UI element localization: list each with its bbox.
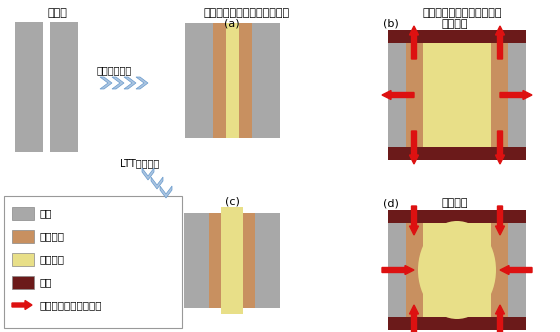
Polygon shape [112,77,124,89]
Bar [388,223,406,317]
Bar [239,23,251,138]
Text: 剛体: 剛体 [40,277,53,287]
FancyArrow shape [382,91,414,100]
Bar [255,213,280,308]
Bar [226,23,239,138]
FancyArrow shape [496,131,505,164]
FancyArrow shape [496,206,505,235]
Bar [15,22,43,152]
Text: 一般溶接材料: 一般溶接材料 [97,65,132,75]
Bar [12,276,34,289]
Bar [243,213,255,308]
Text: 圧縮応力: 圧縮応力 [442,198,468,208]
Bar [12,230,34,243]
Text: 溶接前: 溶接前 [47,8,67,18]
Bar [12,253,34,266]
Bar [406,223,423,317]
Polygon shape [136,77,148,89]
Bar [4,196,182,328]
Bar [388,210,526,223]
Bar [406,43,423,147]
Bar [209,213,221,308]
FancyArrow shape [500,91,532,100]
Bar [251,23,279,138]
Text: 溶接金属: 溶接金属 [40,254,65,264]
Ellipse shape [418,221,496,319]
Bar [508,43,526,147]
Text: 溶接後（自由な変形を仮定）: 溶接後（自由な変形を仮定） [204,8,290,18]
Bar [388,43,406,147]
Polygon shape [151,177,163,189]
Text: LTT溶接材料: LTT溶接材料 [120,158,159,168]
Bar [423,223,491,317]
Bar [221,207,243,314]
FancyArrow shape [409,26,418,59]
FancyArrow shape [12,300,32,309]
Bar [423,43,491,147]
Bar [184,213,209,308]
Polygon shape [124,77,136,89]
FancyArrow shape [409,131,418,164]
Bar [212,23,226,138]
Text: (d): (d) [383,198,399,208]
Polygon shape [142,168,154,180]
Bar [184,23,212,138]
Text: (a): (a) [224,19,240,29]
Bar [50,22,78,152]
Bar [388,317,526,330]
Text: (b): (b) [383,19,399,29]
FancyArrow shape [496,305,505,332]
Bar [491,43,508,147]
Bar [12,207,34,220]
FancyArrow shape [382,266,414,275]
Text: (c): (c) [225,197,240,207]
Text: 引張応力: 引張応力 [442,19,468,29]
Bar [508,223,526,317]
Bar [388,147,526,160]
FancyArrow shape [409,206,418,235]
Text: 母材: 母材 [40,208,53,218]
FancyArrow shape [409,305,418,332]
Text: 熱影響部に作用する力: 熱影響部に作用する力 [40,300,102,310]
Polygon shape [160,186,172,198]
Bar [491,223,508,317]
Polygon shape [100,77,112,89]
FancyArrow shape [496,26,505,59]
FancyArrow shape [500,266,532,275]
Bar [388,30,526,43]
Text: 溶接後（実際の溶接継手）: 溶接後（実際の溶接継手） [422,8,502,18]
Text: 熱影響部: 熱影響部 [40,231,65,241]
